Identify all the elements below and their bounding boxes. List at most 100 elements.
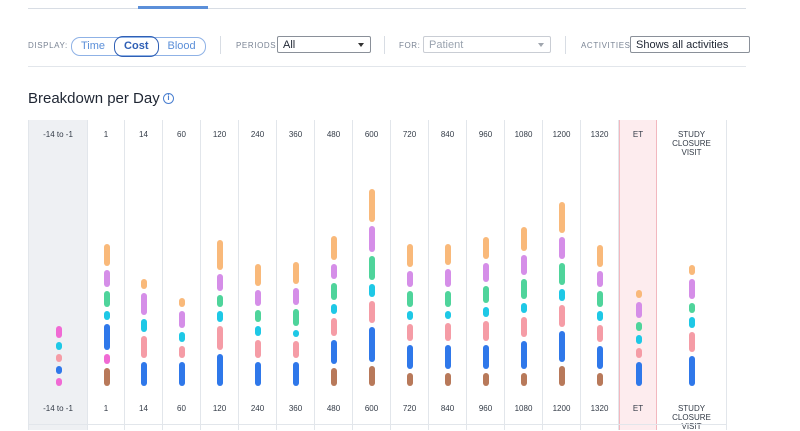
- bar-segment-pink[interactable]: [179, 346, 185, 358]
- display-option-cost[interactable]: Cost: [114, 36, 159, 57]
- bar-segment-pink[interactable]: [56, 354, 62, 362]
- bar-segment-blue[interactable]: [217, 354, 223, 386]
- bar-stack[interactable]: [581, 120, 618, 430]
- bar-segment-purple[interactable]: [597, 271, 603, 287]
- bar-segment-green[interactable]: [559, 263, 565, 285]
- bar-segment-cyan[interactable]: [141, 319, 147, 332]
- bar-segment-orange[interactable]: [255, 264, 261, 286]
- bar-segment-green[interactable]: [369, 256, 375, 280]
- bar-segment-orange[interactable]: [104, 244, 110, 266]
- bar-segment-pink[interactable]: [445, 323, 451, 341]
- bar-segment-blue[interactable]: [521, 341, 527, 369]
- bar-segment-pink[interactable]: [521, 317, 527, 337]
- bar-segment-purple[interactable]: [636, 302, 642, 318]
- bar-segment-green[interactable]: [483, 286, 489, 303]
- bar-segment-blue[interactable]: [56, 366, 62, 374]
- bar-segment-pink[interactable]: [689, 332, 695, 352]
- bar-stack[interactable]: [429, 120, 466, 430]
- bar-segment-orange[interactable]: [521, 227, 527, 251]
- bar-segment-purple[interactable]: [689, 279, 695, 299]
- bar-stack[interactable]: [125, 120, 162, 430]
- bar-segment-cyan[interactable]: [369, 284, 375, 297]
- bar-segment-brown[interactable]: [369, 366, 375, 386]
- bar-segment-blue[interactable]: [559, 331, 565, 362]
- bar-segment-cyan[interactable]: [445, 311, 451, 319]
- bar-segment-cyan[interactable]: [407, 311, 413, 320]
- bar-segment-cyan[interactable]: [56, 342, 62, 350]
- bar-segment-purple[interactable]: [445, 269, 451, 287]
- activities-select[interactable]: Shows all activities: [630, 36, 750, 53]
- bar-segment-cyan[interactable]: [331, 304, 337, 314]
- bar-segment-green[interactable]: [104, 291, 110, 307]
- bar-stack[interactable]: [88, 120, 124, 430]
- bar-segment-purple[interactable]: [407, 271, 413, 287]
- bar-segment-blue[interactable]: [483, 345, 489, 369]
- bar-stack[interactable]: [163, 120, 200, 430]
- bar-segment-purple[interactable]: [104, 270, 110, 287]
- bar-segment-pink[interactable]: [255, 340, 261, 358]
- bar-segment-orange[interactable]: [636, 290, 642, 298]
- bar-segment-brown[interactable]: [104, 368, 110, 386]
- bar-segment-blue[interactable]: [179, 362, 185, 386]
- bar-segment-blue[interactable]: [293, 362, 299, 386]
- bar-stack[interactable]: [29, 120, 87, 430]
- bar-segment-blue[interactable]: [636, 362, 642, 386]
- bar-segment-green[interactable]: [217, 295, 223, 307]
- bar-segment-purple[interactable]: [559, 237, 565, 259]
- bar-segment-cyan[interactable]: [293, 330, 299, 337]
- bar-segment-blue[interactable]: [597, 346, 603, 369]
- bar-segment-purple[interactable]: [293, 288, 299, 305]
- bar-stack[interactable]: [277, 120, 314, 430]
- bar-segment-purple[interactable]: [483, 263, 489, 282]
- bar-stack[interactable]: [505, 120, 542, 430]
- bar-segment-orange[interactable]: [597, 245, 603, 267]
- bar-stack[interactable]: [391, 120, 428, 430]
- bar-segment-brown[interactable]: [483, 373, 489, 386]
- bar-segment-orange[interactable]: [559, 202, 565, 233]
- bar-stack[interactable]: [201, 120, 238, 430]
- bar-segment-blue[interactable]: [141, 362, 147, 386]
- bar-segment-cyan[interactable]: [521, 303, 527, 313]
- bar-segment-green[interactable]: [689, 303, 695, 313]
- bar-segment-brown[interactable]: [597, 373, 603, 386]
- bar-segment-orange[interactable]: [217, 240, 223, 270]
- bar-segment-brown[interactable]: [559, 366, 565, 386]
- bar-segment-pink[interactable]: [636, 348, 642, 358]
- bar-segment-magenta[interactable]: [56, 378, 62, 386]
- bar-segment-purple[interactable]: [255, 290, 261, 306]
- bar-segment-blue[interactable]: [689, 356, 695, 386]
- bar-segment-pink[interactable]: [407, 324, 413, 341]
- bar-stack[interactable]: [543, 120, 580, 430]
- bar-segment-purple[interactable]: [521, 255, 527, 275]
- bar-segment-blue[interactable]: [445, 345, 451, 369]
- bar-segment-cyan[interactable]: [255, 326, 261, 336]
- bar-segment-purple[interactable]: [179, 311, 185, 328]
- bar-segment-brown[interactable]: [521, 373, 527, 386]
- bar-segment-blue[interactable]: [331, 340, 337, 364]
- bar-segment-orange[interactable]: [293, 262, 299, 284]
- bar-segment-orange[interactable]: [179, 298, 185, 307]
- bar-segment-green[interactable]: [597, 291, 603, 307]
- bar-segment-brown[interactable]: [407, 373, 413, 386]
- bar-segment-cyan[interactable]: [559, 289, 565, 301]
- info-circle-icon[interactable]: i: [163, 93, 174, 104]
- bar-segment-purple[interactable]: [217, 274, 223, 291]
- bar-segment-cyan[interactable]: [689, 317, 695, 328]
- bar-segment-green[interactable]: [407, 291, 413, 307]
- bar-segment-pink[interactable]: [597, 325, 603, 342]
- bar-segment-green[interactable]: [521, 279, 527, 299]
- bar-segment-green[interactable]: [293, 309, 299, 326]
- bar-segment-purple[interactable]: [141, 293, 147, 315]
- bar-segment-purple[interactable]: [331, 264, 337, 279]
- periods-select[interactable]: All: [277, 36, 371, 53]
- bar-stack[interactable]: [353, 120, 390, 430]
- bar-segment-green[interactable]: [255, 310, 261, 322]
- bar-stack[interactable]: [657, 120, 726, 430]
- bar-segment-purple[interactable]: [369, 226, 375, 252]
- display-option-time[interactable]: Time: [81, 40, 106, 52]
- bar-segment-blue[interactable]: [407, 345, 413, 369]
- bar-segment-pink[interactable]: [483, 321, 489, 341]
- bar-segment-green[interactable]: [331, 283, 337, 300]
- bar-segment-pink[interactable]: [217, 326, 223, 350]
- bar-segment-orange[interactable]: [331, 236, 337, 260]
